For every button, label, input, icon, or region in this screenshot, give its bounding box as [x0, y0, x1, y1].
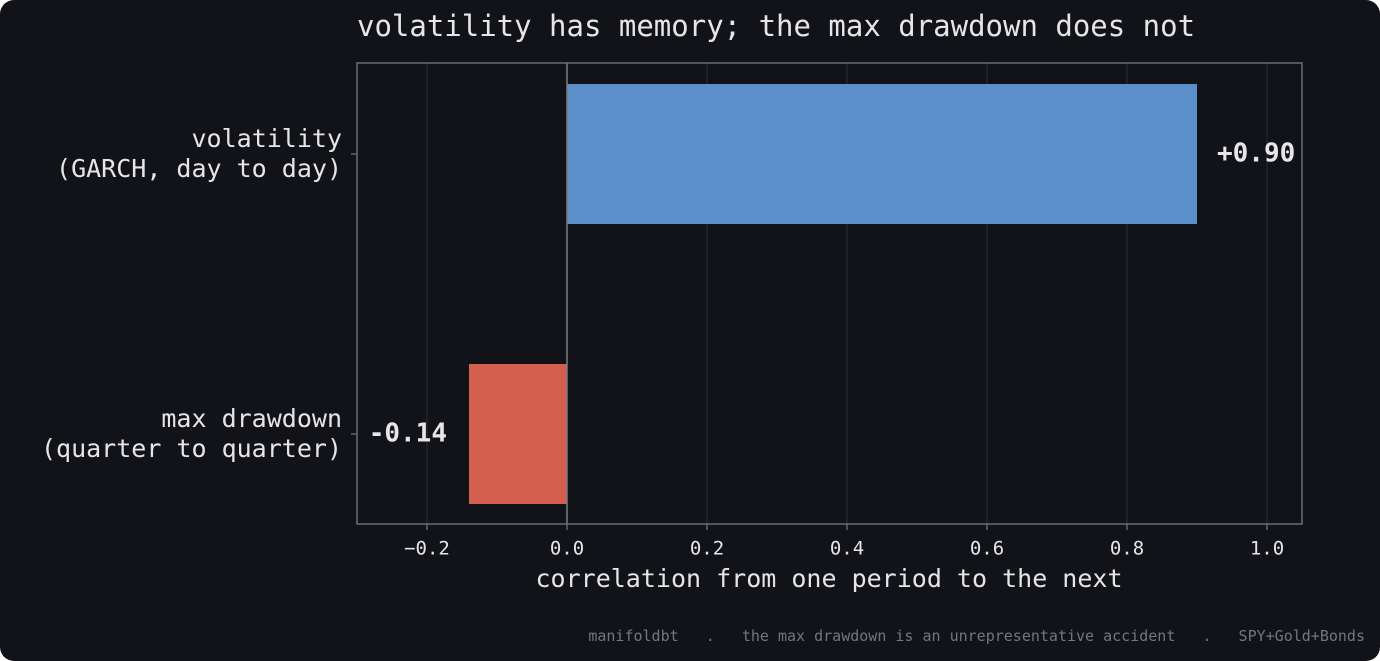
x-tick-label: 0.6 [970, 538, 1004, 560]
x-axis-label: correlation from one period to the next [536, 564, 1123, 593]
y-tick-label: volatility (GARCH, day to day) [56, 124, 342, 183]
y-tick-label: max drawdown (quarter to quarter) [40, 404, 342, 463]
plot-frame [356, 62, 1303, 525]
x-tick-label: −0.2 [404, 538, 450, 560]
chart-title: volatility has memory; the max drawdown … [357, 9, 1195, 43]
value-label: -0.14 [369, 419, 447, 449]
x-tick-label: 0.4 [830, 538, 864, 560]
bar [469, 364, 567, 504]
bar [567, 84, 1197, 224]
x-tick-label: 0.8 [1110, 538, 1144, 560]
x-tick-label: 0.0 [550, 538, 584, 560]
x-tick-label: 1.0 [1250, 538, 1284, 560]
footer: manifoldbt . the max drawdown is an unre… [588, 627, 1365, 645]
x-tick-label: 0.2 [690, 538, 724, 560]
value-label: +0.90 [1217, 139, 1295, 169]
